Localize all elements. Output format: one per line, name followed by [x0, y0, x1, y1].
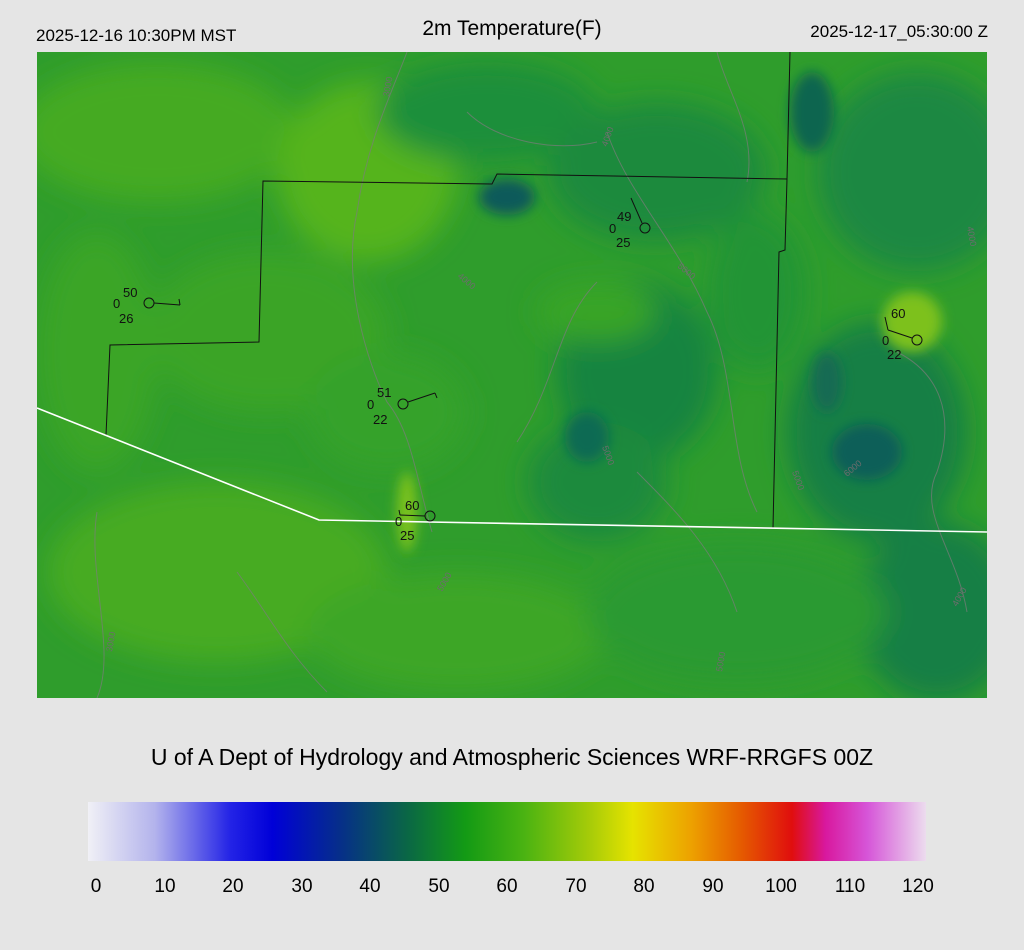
elevation-contours	[94, 52, 968, 698]
colorbar-tick: 50	[428, 876, 450, 897]
station-plot: 50 0 26	[113, 285, 181, 326]
station-wind: 0	[367, 397, 374, 412]
local-time-label: 2025-12-16 10:30PM MST	[36, 26, 237, 45]
contour-label: 5000	[714, 651, 727, 672]
station-dewpoint: 26	[119, 311, 133, 326]
station-wind: 0	[882, 333, 889, 348]
colorbar-ticks: 0 10 20 30 40 50 60 70 80 90 100 110 120	[0, 876, 1024, 900]
colorbar-tick: 110	[834, 876, 866, 897]
station-dewpoint: 22	[373, 412, 387, 427]
colorbar-tick: 10	[154, 876, 176, 897]
colorbar-tick: 100	[765, 876, 797, 897]
colorbar-tick: 80	[633, 876, 655, 897]
utc-time-label: 2025-12-17_05:30:00 Z	[810, 22, 988, 41]
station-temp: 51	[377, 385, 391, 400]
header: 2025-12-16 10:30PM MST 2m Temperature(F)…	[0, 0, 1024, 52]
model-credit: U of A Dept of Hydrology and Atmospheric…	[150, 744, 874, 770]
station-plots: 50 0 26 49 0 25 60 0 22 51 0 22	[113, 197, 923, 543]
station-plot: 49 0 25	[609, 197, 651, 250]
station-plot: 60 0 25	[395, 498, 436, 543]
contour-label: 3000	[104, 631, 117, 652]
station-plot: 51 0 22	[367, 385, 438, 427]
station-temp: 49	[617, 209, 631, 224]
contour-label: 3000	[381, 76, 394, 97]
station-wind: 0	[609, 221, 616, 236]
station-dewpoint: 22	[887, 347, 901, 362]
colorbar-tick: 20	[222, 876, 244, 897]
station-temp: 50	[123, 285, 137, 300]
station-wind: 0	[395, 514, 402, 529]
map-title: 2m Temperature(F)	[422, 17, 602, 40]
colorbar-tick: 120	[902, 876, 934, 897]
station-plot: 60 0 22	[882, 306, 923, 362]
state-boundary	[37, 407, 987, 533]
colorbar-tick: 90	[702, 876, 724, 897]
station-wind: 0	[113, 296, 120, 311]
colorbar	[88, 802, 926, 861]
colorbar-tick: 30	[291, 876, 313, 897]
county-boundaries	[105, 52, 791, 529]
station-dewpoint: 25	[616, 235, 630, 250]
station-temp: 60	[891, 306, 905, 321]
colorbar-tick: 0	[90, 876, 102, 897]
station-temp: 60	[405, 498, 419, 513]
colorbar-tick: 60	[496, 876, 518, 897]
temperature-map: 3000 4000 5000 4000 5000 5000 6000 4000 …	[37, 52, 987, 698]
colorbar-tick: 70	[565, 876, 587, 897]
contour-label: 4000	[965, 226, 978, 247]
colorbar-tick: 40	[359, 876, 381, 897]
temperature-field	[37, 62, 987, 698]
station-dewpoint: 25	[400, 528, 414, 543]
cold-pockets	[397, 72, 942, 552]
